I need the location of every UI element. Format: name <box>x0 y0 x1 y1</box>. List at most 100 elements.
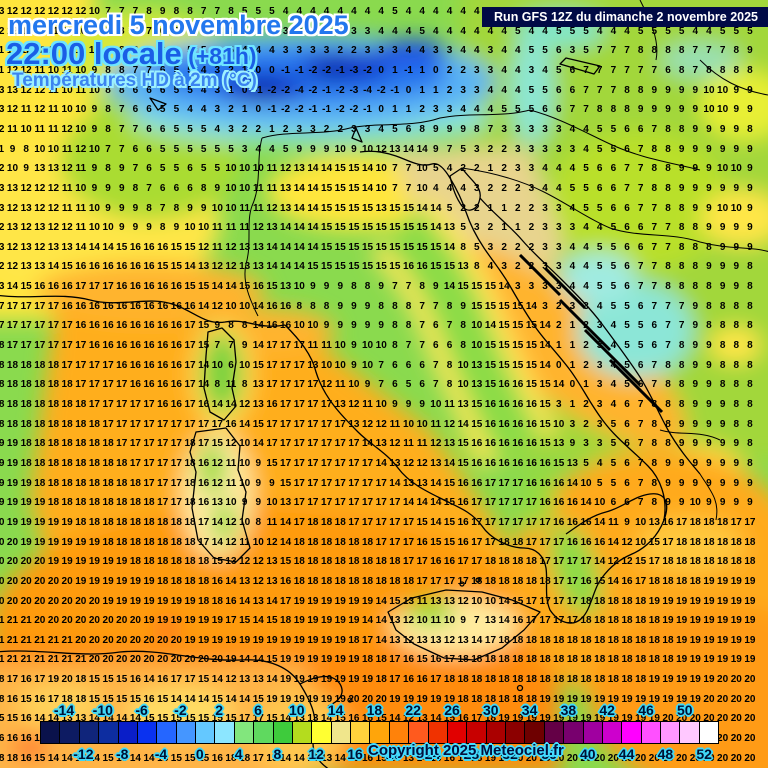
colorbar-label: 30 <box>483 702 499 718</box>
grid-value: 0 <box>378 64 384 76</box>
grid-value: 15 <box>170 713 182 725</box>
grid-value: 19 <box>6 438 19 450</box>
grid-value: 18 <box>484 654 497 666</box>
grid-value: 1 <box>569 359 576 371</box>
grid-value: 0 <box>255 104 262 116</box>
grid-value: 17 <box>198 516 210 528</box>
grid-value: 5 <box>637 320 644 332</box>
grid-value: 8 <box>733 340 740 352</box>
grid-value: 16 <box>129 379 141 391</box>
grid-value: 7 <box>610 84 617 96</box>
grid-value: 18 <box>6 418 19 430</box>
grid-value: 11 <box>48 84 59 96</box>
grid-value: 20 <box>116 615 128 627</box>
grid-value: 20 <box>730 693 742 705</box>
grid-value: 5 <box>474 241 480 253</box>
grid-value: 18 <box>635 654 647 666</box>
grid-value: 9 <box>118 222 125 234</box>
grid-value: 13 <box>389 143 401 155</box>
grid-value: 14 <box>430 516 442 528</box>
grid-value: 8 <box>747 300 753 312</box>
grid-value: 16 <box>457 516 469 528</box>
grid-value: 18 <box>88 418 100 430</box>
grid-value: 14 <box>252 320 264 332</box>
grid-value: 10 <box>457 359 469 371</box>
grid-value: 5 <box>528 45 535 57</box>
grid-value: 3 <box>596 418 603 430</box>
grid-value: 13 <box>6 84 19 96</box>
grid-value: 4 <box>583 241 589 253</box>
grid-value: 13 <box>566 457 578 469</box>
grid-value: 16 <box>198 457 210 469</box>
grid-value: 13 <box>20 261 32 273</box>
grid-value: 10 <box>239 516 251 528</box>
grid-value: 3 <box>569 45 576 57</box>
grid-value: 8 <box>678 261 685 273</box>
grid-value: 8 <box>692 281 699 293</box>
grid-row: 1211101111121098776655543221233223345689… <box>0 119 757 137</box>
grid-row: 2121212121212020202020202020191919191919… <box>0 630 757 648</box>
grid-value: 15 <box>594 575 606 587</box>
grid-value: 11 <box>225 477 237 489</box>
grid-value: 9 <box>132 222 139 234</box>
grid-value: 17 <box>484 516 497 528</box>
grid-value: 19 <box>580 713 592 725</box>
grid-value: 13 <box>457 399 469 410</box>
grid-value: 17 <box>539 536 551 548</box>
grid-value: 19 <box>143 595 155 607</box>
grid-value: 9 <box>323 143 330 155</box>
grid-value: 13 <box>389 615 401 627</box>
grid-value: 15 <box>334 261 346 273</box>
grid-value: 21 <box>20 634 32 646</box>
grid-value: 4 <box>569 261 576 273</box>
grid-value: 7 <box>637 202 644 214</box>
grid-value: 8 <box>405 300 412 312</box>
grid-value: 5 <box>610 261 617 273</box>
grid-value: 10 <box>293 320 305 332</box>
grid-value: 8 <box>665 281 671 293</box>
grid-value: -2 <box>376 84 386 96</box>
grid-value: 19 <box>293 693 305 705</box>
grid-value: 19 <box>34 536 46 548</box>
grid-value: 16 <box>198 477 210 489</box>
grid-value: 14 <box>484 320 497 332</box>
grid-value: 9 <box>118 182 125 194</box>
colorbar-cell <box>254 722 274 743</box>
grid-value: 9 <box>146 222 152 234</box>
grid-value: 16 <box>34 281 46 293</box>
grid-value: 2 <box>514 202 521 214</box>
grid-value: 5 <box>583 182 589 194</box>
grid-value: 17 <box>553 536 565 548</box>
grid-value: 19 <box>129 575 141 587</box>
grid-value: 16 <box>539 497 551 509</box>
grid-value: 20 <box>703 693 715 705</box>
grid-value: 4 <box>446 25 453 37</box>
grid-value: 16 <box>75 320 87 332</box>
grid-value: 17 <box>280 399 292 410</box>
grid-value: 17 <box>321 497 333 509</box>
grid-value: 18 <box>321 536 333 548</box>
grid-value: 15 <box>34 733 46 745</box>
colorbar-label: 26 <box>444 702 460 718</box>
grid-value: 2 <box>487 182 494 194</box>
grid-value: 3 <box>514 163 521 175</box>
grid-value: 15 <box>525 340 537 352</box>
grid-value: 14 <box>239 418 251 430</box>
grid-value: 7 <box>678 300 685 312</box>
grid-value: 18 <box>348 634 360 646</box>
grid-value: 19 <box>566 713 578 725</box>
grid-value: 18 <box>744 536 756 548</box>
grid-value: 3 <box>364 25 371 37</box>
grid-value: 9 <box>719 477 726 489</box>
grid-value: 13 <box>47 241 60 253</box>
grid-value: 9 <box>665 84 671 96</box>
grid-value: 4 <box>501 45 507 57</box>
grid-value: 9 <box>378 281 384 293</box>
grid-value: 18 <box>361 654 374 666</box>
grid-value: 18 <box>498 556 510 568</box>
grid-value: 14 <box>129 752 141 764</box>
grid-value: 18 <box>34 359 46 371</box>
grid-value: 19 <box>744 615 756 627</box>
grid-value: 18 <box>116 497 128 509</box>
grid-value: 4 <box>474 45 480 57</box>
